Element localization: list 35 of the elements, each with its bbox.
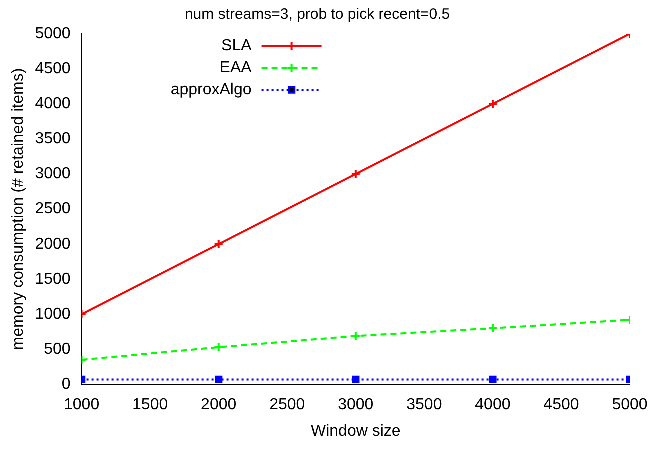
point (214, 239, 224, 250)
point (489, 376, 497, 384)
y-tick-label: 5000 (35, 25, 71, 42)
point (214, 342, 224, 352)
y-tick-label: 2500 (35, 200, 71, 218)
point (488, 324, 498, 334)
point (215, 376, 223, 384)
y-tick-label: 2000 (35, 236, 71, 253)
y-tick-label: 3000 (35, 166, 71, 183)
legend-label: approxAlgo (170, 81, 252, 98)
y-tick-label: 4500 (35, 60, 71, 78)
x-tick-label: 1500 (132, 396, 168, 414)
x-axis-title: Window size (310, 422, 401, 440)
x-tick-label: 5000 (612, 396, 648, 414)
chart-title: num streams=3, prob to pick recent=0.5 (184, 6, 450, 24)
y-tick-label: 3500 (35, 130, 71, 148)
legend-label: EAA (220, 59, 252, 76)
x-tick-label: 2500 (270, 396, 306, 414)
y-tick-label: 4000 (35, 96, 71, 113)
point (352, 376, 360, 384)
point (350, 169, 361, 180)
x-tick-label: 4500 (544, 396, 580, 414)
y-tick-label: 1500 (35, 270, 71, 288)
x-tick-label: 4000 (475, 396, 511, 414)
x-tick-label: 1000 (64, 396, 100, 414)
y-axis-title: memory consumption (# retained items) (10, 68, 28, 350)
y-tick-label: 500 (44, 340, 71, 358)
point (488, 99, 498, 110)
x-tick-label: 3000 (338, 396, 374, 414)
x-tick-label: 2000 (201, 396, 237, 414)
legend-label: SLA (222, 37, 252, 54)
y-tick-label: 1000 (35, 306, 71, 323)
point (350, 331, 361, 342)
x-tick-label: 3500 (406, 396, 442, 414)
y-tick-label: 0 (62, 376, 71, 394)
